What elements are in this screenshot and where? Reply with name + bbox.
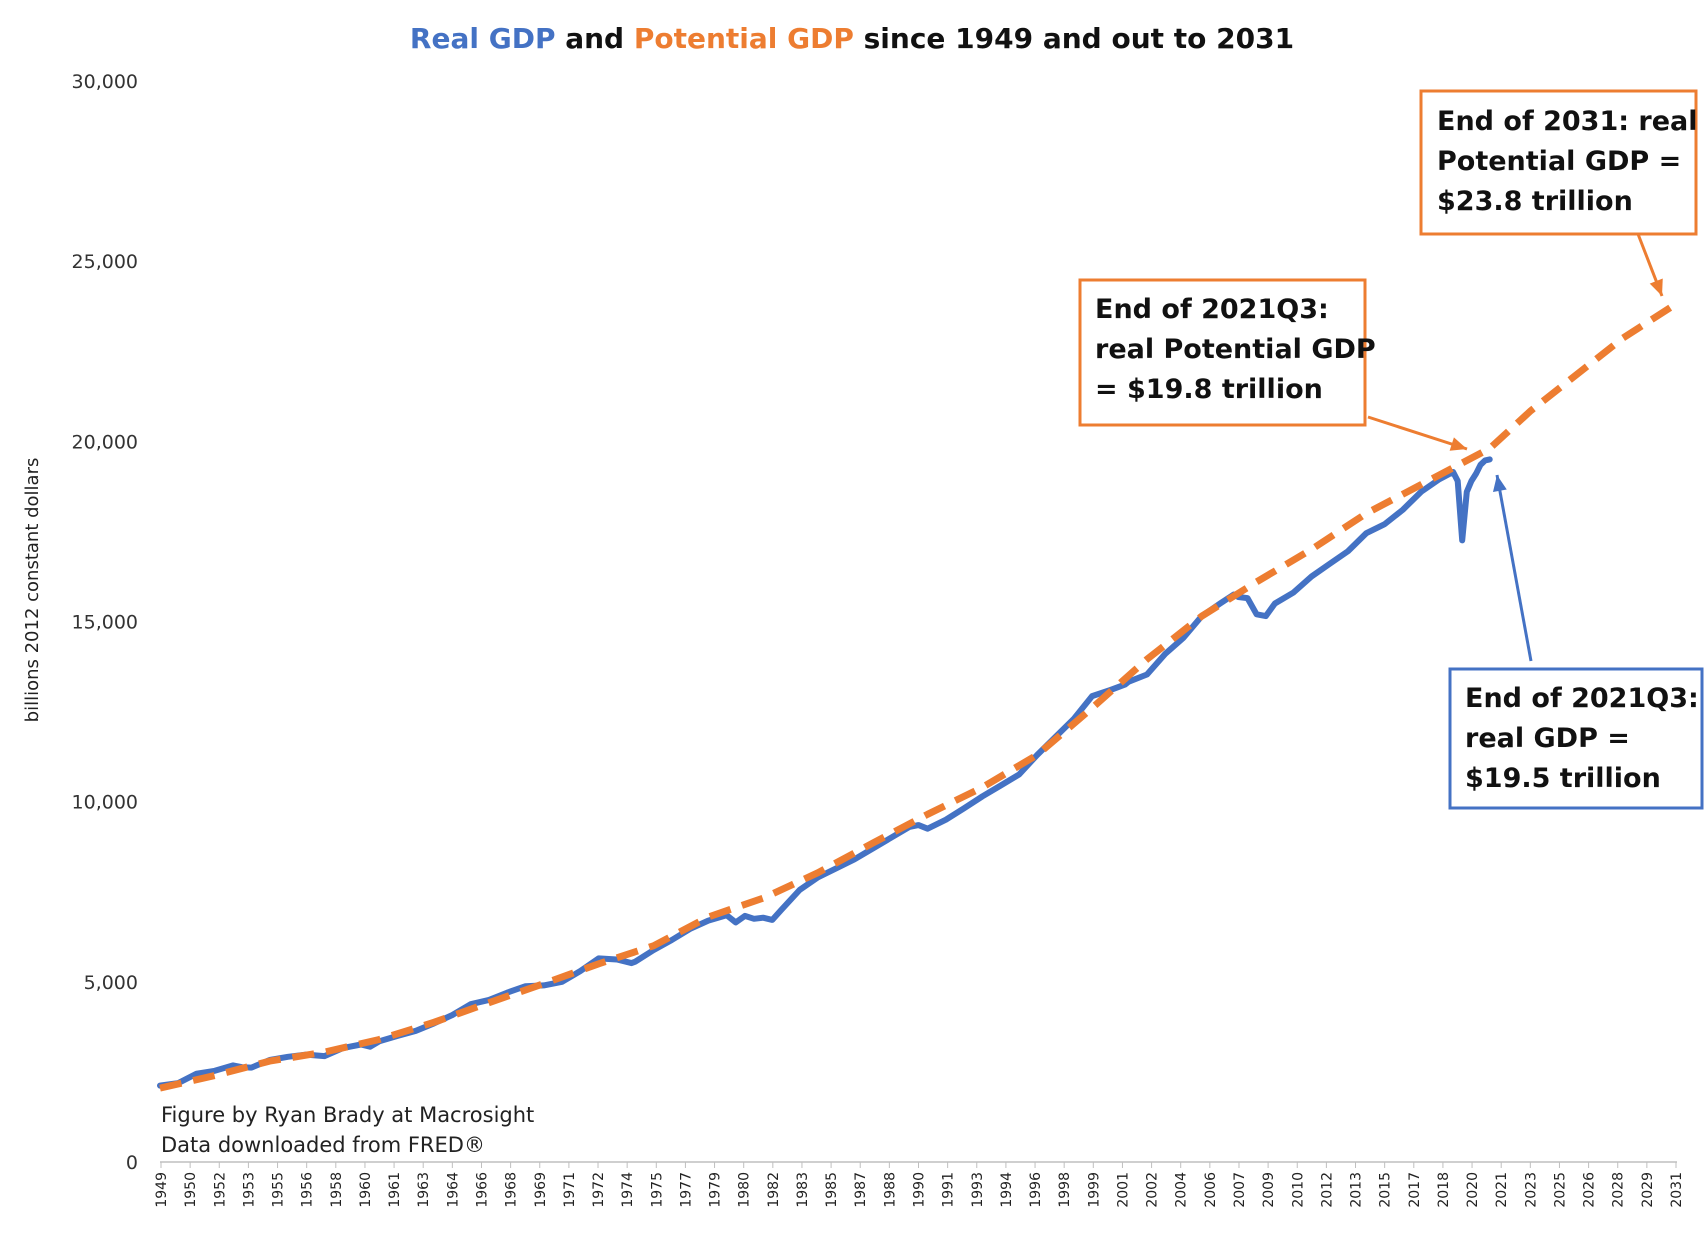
x-tick-label: 1980 [737,1172,753,1208]
x-tick-label: 1982 [766,1172,782,1208]
svg-text:End of 2021Q3: real Po: End of 2021Q3: real Potential GDP = $19.… [1095,294,1385,405]
x-tick-label: 1969 [533,1172,549,1208]
annotation-line: End of 2031: real [1437,106,1698,137]
x-tick-label: 2029 [1640,1172,1656,1208]
x-tick-label: 1964 [445,1172,461,1208]
x-tick-label: 2023 [1523,1172,1539,1208]
x-tick-label: 1975 [649,1172,665,1208]
x-tick-label: 1999 [1086,1172,1102,1208]
y-tick-label: 0 [126,1152,138,1174]
title-rest: since 1949 and out to 2031 [854,22,1294,55]
x-tick-label: 1961 [387,1172,403,1208]
x-tick-label: 2017 [1407,1172,1423,1208]
x-tick-label: 2025 [1552,1172,1568,1208]
credit-line-2: Data downloaded from FRED® [161,1133,485,1157]
y-tick-label: 20,000 [72,431,138,453]
x-tick-label: 2026 [1582,1172,1598,1208]
x-tick-label: 1987 [853,1172,869,1208]
annotation-potential-2021q3: End of 2021Q3: real Potential GDP = $19.… [1078,278,1385,427]
x-tick-label: 1968 [504,1172,520,1208]
x-tick-label: 1955 [271,1172,287,1208]
y-tick-label: 15,000 [72,612,138,634]
x-tick-label: 1963 [416,1172,432,1208]
x-tick-label: 1949 [154,1172,170,1208]
x-tick-label: 2018 [1436,1172,1452,1208]
series-layer [157,301,1678,1092]
x-axis: 1949 1950 1952 1953 1955 1956 1958 1960 1961 1963… [154,1161,1685,1208]
x-tick-label: 1996 [1028,1172,1044,1208]
x-tick-label: 1966 [474,1172,490,1208]
x-tick-label: 1974 [620,1172,636,1208]
x-tick-label: 1950 [183,1172,199,1208]
title-real-gdp: Real GDP [410,22,556,55]
x-tick-label: 2015 [1378,1172,1394,1208]
x-tick-label: 1993 [970,1172,986,1208]
annotation-line: End of 2021Q3: [1095,294,1329,325]
y-tick-label: 5,000 [84,972,138,994]
x-tick-label: 2007 [1232,1172,1248,1208]
x-tick-label: 2001 [1115,1172,1131,1208]
y-tick-label: 30,000 [72,71,138,93]
y-tick-label: 25,000 [72,251,138,273]
arrow-potential-2031-head [1649,278,1663,296]
x-tick-label: 2020 [1465,1172,1481,1208]
x-tick-label: 1990 [912,1172,928,1208]
annotation-line: $23.8 trillion [1437,186,1633,217]
arrow-real-2021q3 [1495,474,1533,662]
x-tick-label: 2012 [1319,1172,1335,1208]
x-tick-label: 1988 [882,1172,898,1208]
x-tick-label: 1991 [941,1172,957,1208]
x-tick-label: 1998 [1057,1172,1073,1208]
annotation-box [1419,89,1698,236]
x-tick-label: 2028 [1611,1172,1627,1208]
credit-line-1: Figure by Ryan Brady at Macrosight [161,1103,534,1127]
annotation-line: = $19.8 trillion [1095,374,1323,405]
y-tick-label: 10,000 [72,792,138,814]
x-tick-label: 2031 [1669,1172,1685,1208]
annotation-arrows [1367,233,1664,662]
annotation-line: End of 2021Q3: [1465,683,1699,714]
chart-title: Real GDP and Potential GDP since 1949 an… [410,22,1294,55]
arrow-potential-2021q3-head [1449,437,1467,451]
potential-gdp-line [159,301,1678,1092]
annotation-real-2021q3: End of 2021Q3: real GDP = $19.5 trillion [1448,667,1705,810]
x-tick-label: 1953 [241,1172,257,1208]
x-tick-label: 1994 [999,1172,1015,1208]
x-tick-label: 2013 [1349,1172,1365,1208]
x-tick-label: 2021 [1494,1172,1510,1208]
x-tick-label: 1983 [795,1172,811,1208]
svg-text:End of 2021Q3: real GD: End of 2021Q3: real GDP = $19.5 trillion [1465,683,1705,794]
x-tick-label: 2009 [1261,1172,1277,1208]
x-tick-label: 2006 [1203,1172,1219,1208]
annotation-box [1078,278,1367,427]
x-tick-label: 1958 [329,1172,345,1208]
annotation-box [1448,667,1704,810]
x-tick-label: 1956 [300,1172,316,1208]
x-tick-label: 2002 [1145,1172,1161,1208]
annotation-line: $19.5 trillion [1465,763,1661,794]
real-gdp-line [157,456,1493,1089]
x-tick-label: 1960 [358,1172,374,1208]
annotation-line: Potential GDP = [1437,146,1681,177]
annotation-line: real GDP = [1465,723,1630,754]
x-tick-label: 1979 [708,1172,724,1208]
x-tick-label: 1972 [591,1172,607,1208]
title-and: and [555,22,633,55]
y-axis-label: billions 2012 constant dollars [22,458,43,723]
svg-text:End of 2031: real Pote: End of 2031: real Potential GDP = $23.8 … [1437,106,1705,217]
x-tick-label: 1971 [562,1172,578,1208]
arrow-potential-2021q3 [1367,415,1468,451]
x-tick-label: 2004 [1174,1172,1190,1208]
arrow-real-2021q3-head [1492,475,1507,492]
y-tick-labels: 0 5,000 10,000 15,000 20,000 25,000 30,000 [72,71,138,1174]
x-tick-label: 2010 [1290,1172,1306,1208]
x-tick-label: 1977 [678,1172,694,1208]
x-tick-label: 1985 [824,1172,840,1208]
x-tick-label: 1952 [212,1172,228,1208]
title-potential-gdp: Potential GDP [634,22,854,55]
annotation-line: real Potential GDP [1095,334,1376,365]
annotation-potential-2031: End of 2031: real Potential GDP = $23.8 … [1419,89,1705,236]
